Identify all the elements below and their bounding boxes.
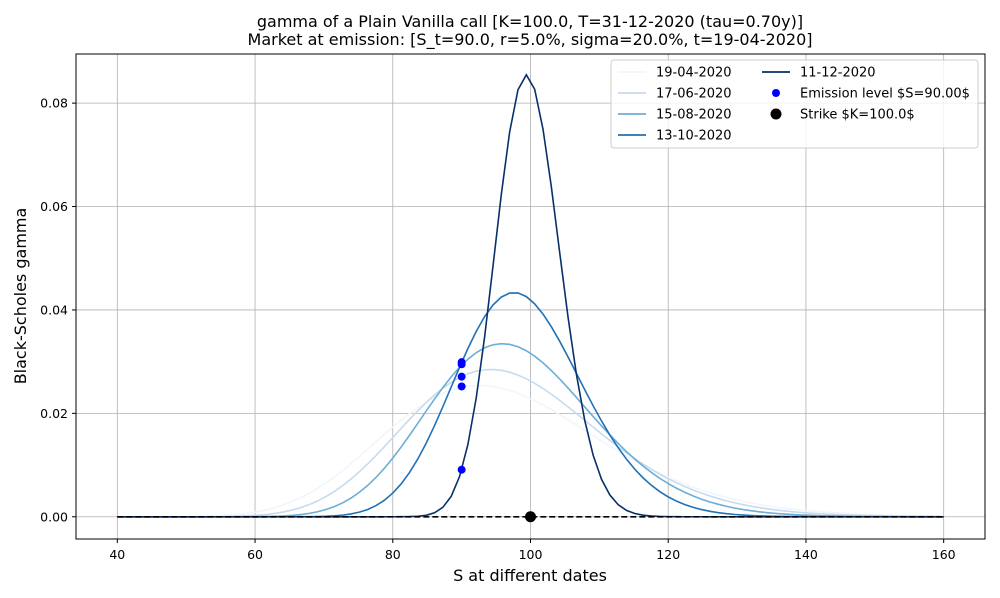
- legend-swatch-dot: [770, 108, 782, 120]
- x-tick-label: 160: [932, 547, 956, 562]
- legend-label: 17-06-2020: [656, 87, 732, 102]
- legend-label: Emission level $S=90.00$: [800, 87, 970, 102]
- x-tick-label: 120: [656, 547, 680, 562]
- y-tick-label: 0.04: [40, 302, 68, 317]
- legend-label: 19-04-2020: [656, 66, 732, 81]
- y-axis-ticks: 0.00 0.02 0.04 0.06 0.08: [40, 96, 76, 524]
- x-tick-label: 80: [385, 547, 401, 562]
- emission-level-marker: [457, 358, 466, 367]
- x-tick-label: 140: [794, 547, 818, 562]
- x-tick-label: 100: [519, 547, 543, 562]
- emission-level-marker: [457, 465, 466, 474]
- legend-label: 15-08-2020: [656, 108, 732, 123]
- markers: [457, 358, 536, 523]
- chart-title-line-2: Market at emission: [S_t=90.0, r=5.0%, s…: [248, 30, 813, 50]
- strike-marker: [525, 511, 536, 523]
- x-tick-label: 40: [109, 547, 125, 562]
- x-tick-label: 60: [247, 547, 263, 562]
- legend-label: Strike $K=100.0$: [800, 108, 915, 123]
- y-tick-label: 0.06: [40, 199, 68, 214]
- y-tick-label: 0.08: [40, 96, 68, 111]
- chart-title-line-1: gamma of a Plain Vanilla call [K=100.0, …: [257, 12, 803, 31]
- series-line-19-04-2020: [117, 384, 944, 518]
- emission-level-marker: [457, 382, 466, 391]
- x-axis-label: S at different dates: [453, 566, 607, 585]
- series-line-17-06-2020: [117, 368, 944, 518]
- legend: 19-04-2020 17-06-2020 15-08-2020 13-10-2020…: [610, 59, 979, 149]
- legend-label: 13-10-2020: [656, 129, 732, 144]
- legend-label: 11-12-2020: [800, 66, 876, 81]
- y-axis-label: Black-Scholes gamma: [11, 208, 30, 385]
- legend-swatch-dot: [772, 89, 780, 97]
- y-tick-label: 0.00: [40, 509, 68, 524]
- y-tick-label: 0.02: [40, 406, 68, 421]
- legend-box: [610, 59, 979, 149]
- emission-level-marker: [457, 372, 466, 381]
- x-axis-ticks: 40 60 80 100 120 140 160: [109, 539, 956, 562]
